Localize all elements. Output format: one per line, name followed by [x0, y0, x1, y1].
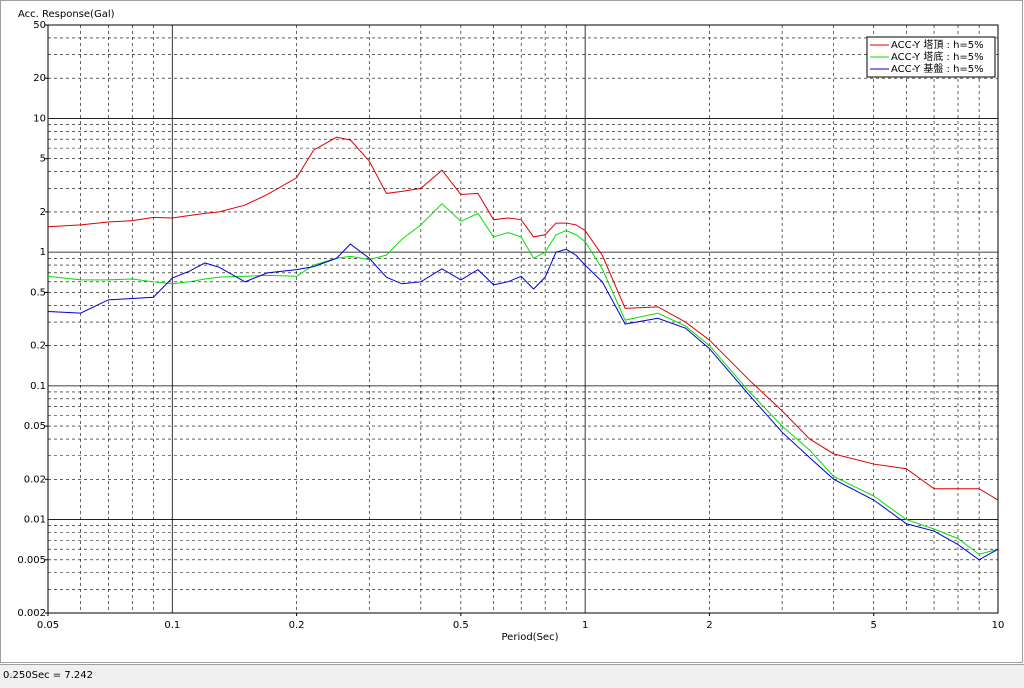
series-line [47, 136, 999, 501]
chart-frame [0, 0, 1023, 663]
y-tick-label: 5 [40, 154, 46, 165]
y-tick-label: 0.05 [24, 421, 46, 432]
x-tick-label: 5 [871, 620, 877, 631]
y-tick-label: 0.01 [24, 515, 46, 526]
y-tick-label: 0.002 [17, 608, 46, 619]
x-tick-label: 2 [706, 620, 712, 631]
series-line [47, 243, 999, 561]
chart-title: Acc. Response(Gal) [18, 9, 115, 20]
y-tick-label: 1 [40, 247, 46, 258]
x-tick-label: 1 [582, 620, 588, 631]
legend-label: ACC-Y 塔頂 : h=5% [891, 38, 984, 51]
y-tick-label: 0.02 [24, 474, 46, 485]
y-tick-label: 20 [33, 73, 46, 84]
y-tick-label: 0.2 [30, 341, 46, 352]
legend-label: ACC-Y 基盤 : h=5% [891, 62, 984, 75]
chart: Acc. Response(Gal) Period(Sec) 0.002 0.00… [0, 0, 1023, 663]
plot-frame [47, 24, 999, 614]
x-tick-label: 0.5 [453, 620, 469, 631]
x-tick-label: 0.2 [289, 620, 305, 631]
x-tick-label: 0.1 [164, 620, 180, 631]
y-tick-label: 2 [40, 207, 46, 218]
legend-label: ACC-Y 塔底 : h=5% [891, 50, 984, 63]
x-axis-label: Period(Sec) [502, 632, 559, 643]
x-tick-label: 10 [992, 620, 1005, 631]
y-tick-label: 0.1 [30, 381, 46, 392]
y-tick-label: 50 [33, 20, 46, 31]
series-line [47, 203, 999, 555]
x-tick-label: 0.05 [37, 620, 59, 631]
status-bar: 0.250Sec = 7.242 [0, 664, 1024, 688]
y-tick-label: 10 [33, 113, 46, 124]
y-tick-label: 0.5 [30, 287, 46, 298]
y-tick-label: 0.005 [17, 555, 46, 566]
